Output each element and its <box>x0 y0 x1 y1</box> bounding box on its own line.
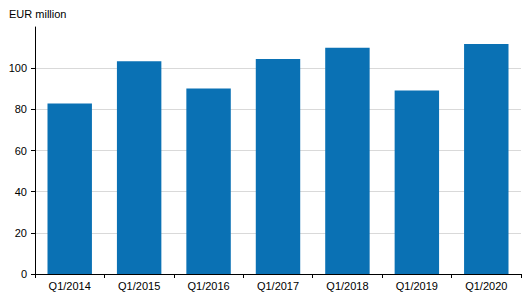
svg-text:Q1/2020: Q1/2020 <box>465 280 507 292</box>
svg-text:Q1/2015: Q1/2015 <box>118 280 160 292</box>
svg-text:20: 20 <box>15 227 27 239</box>
svg-text:0: 0 <box>21 268 27 280</box>
svg-text:EUR million: EUR million <box>9 8 66 20</box>
svg-text:Q1/2016: Q1/2016 <box>187 280 229 292</box>
svg-text:100: 100 <box>9 62 27 74</box>
svg-text:80: 80 <box>15 103 27 115</box>
svg-text:60: 60 <box>15 145 27 157</box>
svg-text:Q1/2018: Q1/2018 <box>326 280 368 292</box>
svg-text:40: 40 <box>15 186 27 198</box>
svg-text:Q1/2014: Q1/2014 <box>49 280 91 292</box>
svg-text:Q1/2019: Q1/2019 <box>396 280 438 292</box>
svg-text:Q1/2017: Q1/2017 <box>257 280 299 292</box>
